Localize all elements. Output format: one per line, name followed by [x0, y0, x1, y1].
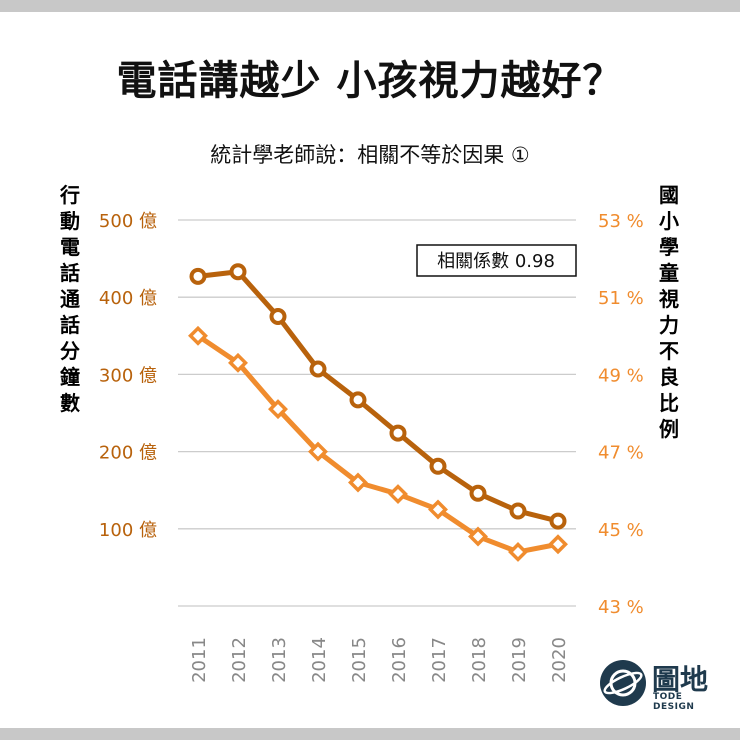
tick-layer: 100 億 200 億 300 億 400 億 500 億 43 % 45 % 47 % 49 … [99, 211, 644, 683]
series-layer [188, 263, 568, 562]
call-minutes-point [189, 267, 207, 285]
right-tick-label: 51 % [598, 288, 644, 309]
call-minutes-point [349, 391, 367, 409]
correlation-box: 相關係數 0.98 [416, 244, 577, 277]
x-tick-label: 2020 [549, 637, 570, 683]
left-tick-label: 500 億 [99, 211, 157, 232]
bottom-band [0, 728, 740, 740]
chart-title: 電話講越少 小孩視力越好？ [116, 58, 624, 104]
vision-ratio-point [428, 499, 448, 520]
grid-layer [178, 219, 576, 607]
call-minutes-point [309, 360, 327, 378]
call-minutes-point [229, 263, 247, 281]
left-tick-label: 400 億 [99, 288, 157, 309]
call-minutes-point [469, 484, 487, 502]
call-minutes-point [509, 502, 527, 520]
brand-tagline: TODE DESIGN [653, 692, 695, 712]
x-tick-label: 2018 [469, 637, 490, 683]
right-tick-label: 49 % [598, 365, 644, 386]
correlation-box-frame [416, 244, 577, 277]
brand-logo-icon [600, 660, 646, 706]
correlation-label: 相關係數 0.98 [437, 251, 555, 272]
x-tick-label: 2016 [389, 637, 410, 683]
vision-ratio-point [188, 325, 208, 346]
x-tick-label: 2019 [509, 637, 530, 683]
x-tick-label: 2012 [229, 637, 250, 683]
x-tick-label: 2017 [429, 637, 450, 683]
call-minutes-line [197, 269, 559, 524]
left-tick-label: 300 億 [99, 365, 157, 386]
x-tick-label: 2013 [269, 637, 290, 683]
brand-logo: 圖地 TODE DESIGN [600, 660, 720, 712]
right-tick-label: 47 % [598, 443, 644, 464]
left-tick-label: 100 億 [99, 520, 157, 541]
x-tick-label: 2011 [189, 637, 210, 683]
call-minutes-point [269, 308, 287, 325]
series-vision-ratio [188, 325, 568, 562]
vision-ratio-line [196, 333, 559, 555]
right-tick-label: 53 % [598, 211, 644, 232]
call-minutes-point [429, 457, 447, 475]
vision-ratio-point [268, 399, 288, 420]
vision-ratio-point [228, 352, 248, 373]
chart-subtitle: 統計學老師說：相關不等於因果 ① [210, 143, 530, 167]
vision-ratio-point [348, 472, 368, 493]
left-axis-label: 行動電話通話分鐘數 [60, 183, 80, 415]
x-tick-label: 2014 [309, 637, 330, 683]
right-tick-label: 43 % [598, 597, 644, 618]
vision-ratio-point [308, 441, 328, 462]
right-axis-label: 國小學童視力不良比例 [659, 183, 679, 441]
vision-ratio-point [548, 534, 568, 555]
call-minutes-point [549, 512, 567, 530]
call-minutes-point [389, 424, 407, 442]
vision-ratio-point [388, 484, 408, 505]
vision-ratio-point [508, 541, 528, 562]
top-band [0, 0, 740, 12]
brand-name: 圖地 [652, 663, 709, 696]
series-call-minutes [189, 263, 567, 530]
x-tick-label: 2015 [349, 637, 370, 683]
left-tick-label: 200 億 [99, 443, 157, 464]
vision-ratio-point [468, 526, 488, 547]
right-tick-label: 45 % [598, 520, 644, 541]
